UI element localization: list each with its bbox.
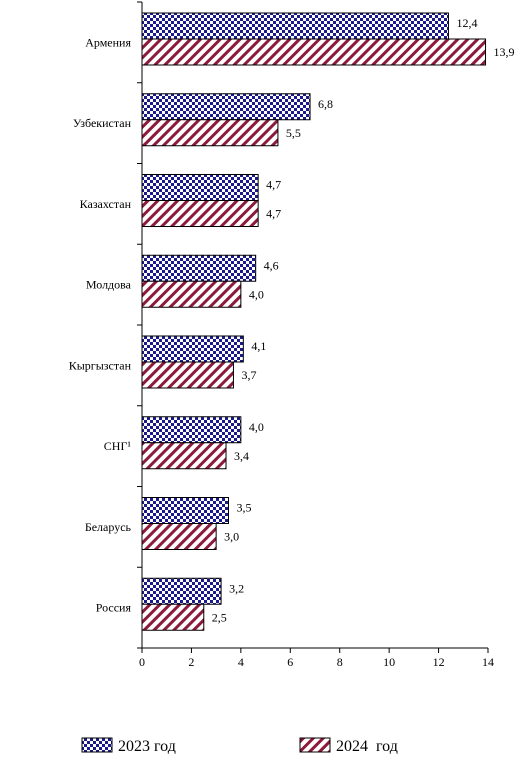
data-label: 4,0 [249,287,264,301]
bar-2024 [141,442,227,470]
bar-2023 [141,577,222,605]
category-label: Беларусь [85,520,132,534]
bar-2024 [141,603,205,631]
bar-2023 [141,12,449,40]
x-tick-label: 4 [238,655,244,669]
category-label: Армения [85,35,131,49]
data-label: 12,4 [456,16,477,30]
data-label: 3,0 [224,530,239,544]
bar-2024 [141,361,234,389]
category-label: Казахстан [80,197,132,211]
category-label: СНГ¹ [104,439,132,453]
legend-label: 2024 год [336,738,398,755]
bar-2024 [141,119,279,147]
x-tick-label: 12 [433,655,445,669]
data-label: 3,5 [237,501,252,515]
bar-2023 [141,174,259,201]
data-label: 4,7 [266,207,281,221]
x-tick-label: 8 [337,655,343,669]
data-label: 2,5 [212,610,227,624]
data-label: 6,8 [318,97,333,111]
bar-2023 [141,497,229,524]
bar-2023 [141,416,242,444]
data-label: 4,7 [266,178,281,192]
legend-swatch-2024 [299,737,331,753]
legend-label: 2023 год [118,738,176,755]
legend-swatch-2023 [81,737,113,753]
data-label: 4,6 [264,258,279,272]
bar-2023 [141,335,244,363]
x-tick-label: 0 [139,655,145,669]
bar-2024 [141,38,487,66]
data-label: 3,7 [241,368,256,382]
category-label: Кыргызстан [69,358,132,372]
bar-2024 [141,200,259,227]
data-label: 5,5 [286,126,301,140]
x-tick-label: 10 [383,655,395,669]
bar-2024 [141,280,242,308]
data-label: 4,0 [249,420,264,434]
category-label: Россия [96,601,132,615]
data-label: 3,4 [234,449,249,463]
bar-2024 [141,523,217,550]
x-tick-label: 6 [287,655,293,669]
data-label: 3,2 [229,581,244,595]
data-label: 4,1 [251,339,266,353]
data-label: 13,9 [494,45,515,59]
bar-2023 [141,254,257,282]
x-tick-label: 2 [188,655,194,669]
bar-2023 [141,93,311,121]
category-label: Узбекистан [73,116,132,130]
category-label: Молдова [86,278,132,292]
x-tick-label: 14 [482,655,494,669]
